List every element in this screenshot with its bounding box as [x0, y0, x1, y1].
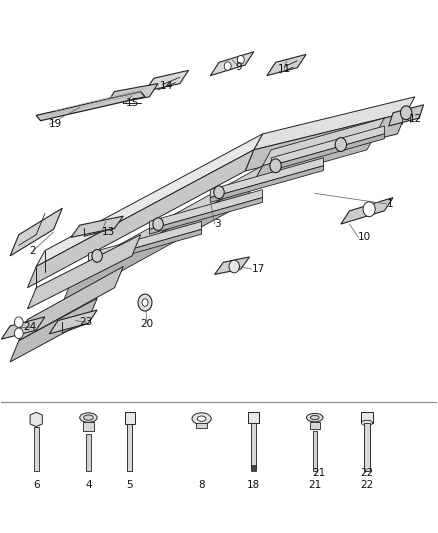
Bar: [251, 423, 256, 468]
Bar: [248, 413, 259, 423]
Text: 18: 18: [247, 480, 261, 490]
Circle shape: [335, 138, 346, 151]
Polygon shape: [36, 134, 262, 266]
Polygon shape: [271, 134, 385, 171]
Circle shape: [400, 106, 412, 119]
Polygon shape: [19, 266, 123, 341]
Bar: [124, 413, 135, 424]
Circle shape: [14, 328, 23, 338]
Bar: [34, 426, 39, 471]
Polygon shape: [210, 166, 323, 203]
Polygon shape: [1, 317, 45, 339]
Polygon shape: [267, 54, 306, 76]
Bar: [310, 422, 320, 429]
Text: 1: 1: [387, 199, 393, 209]
Polygon shape: [210, 158, 323, 198]
Text: 21: 21: [312, 469, 326, 478]
Bar: [313, 431, 317, 471]
Ellipse shape: [311, 416, 319, 419]
Bar: [251, 465, 256, 471]
Text: 17: 17: [252, 264, 265, 274]
Circle shape: [153, 217, 163, 230]
Polygon shape: [28, 235, 141, 309]
Circle shape: [138, 294, 152, 311]
Polygon shape: [254, 134, 376, 182]
Ellipse shape: [307, 414, 323, 422]
Text: 3: 3: [215, 219, 221, 229]
Circle shape: [237, 55, 244, 64]
Polygon shape: [62, 182, 254, 304]
Bar: [364, 423, 370, 471]
Bar: [361, 413, 373, 423]
Polygon shape: [245, 113, 406, 171]
Circle shape: [14, 317, 23, 327]
Polygon shape: [262, 118, 385, 166]
Text: 19: 19: [49, 119, 63, 130]
Text: 6: 6: [33, 480, 39, 490]
Circle shape: [214, 186, 224, 199]
Circle shape: [229, 260, 240, 273]
Ellipse shape: [192, 413, 211, 424]
Polygon shape: [71, 216, 123, 237]
Bar: [86, 434, 91, 471]
Polygon shape: [389, 105, 424, 126]
Polygon shape: [71, 166, 262, 282]
Circle shape: [92, 249, 102, 262]
Circle shape: [270, 159, 281, 173]
Text: 23: 23: [80, 317, 93, 327]
Text: 24: 24: [23, 322, 36, 333]
Text: 15: 15: [125, 98, 139, 108]
Ellipse shape: [197, 416, 206, 421]
Text: 20: 20: [141, 319, 154, 329]
Text: 22: 22: [360, 480, 374, 490]
Polygon shape: [88, 229, 201, 266]
Polygon shape: [149, 198, 262, 234]
Text: 12: 12: [408, 114, 421, 124]
Text: 4: 4: [85, 480, 92, 490]
Text: 13: 13: [102, 227, 115, 237]
Text: 10: 10: [358, 232, 371, 243]
Ellipse shape: [84, 415, 93, 420]
Polygon shape: [30, 413, 42, 426]
Circle shape: [224, 62, 231, 70]
Ellipse shape: [80, 413, 97, 422]
Polygon shape: [28, 150, 254, 288]
Text: 22: 22: [360, 469, 374, 478]
Text: 21: 21: [308, 480, 321, 490]
Text: 8: 8: [198, 480, 205, 490]
Text: 9: 9: [235, 62, 242, 71]
Text: 2: 2: [30, 246, 36, 256]
Polygon shape: [271, 126, 385, 166]
Polygon shape: [10, 298, 97, 362]
Bar: [83, 422, 94, 431]
Circle shape: [363, 202, 375, 216]
Polygon shape: [341, 198, 393, 224]
Polygon shape: [88, 221, 201, 261]
Polygon shape: [145, 70, 188, 92]
Polygon shape: [36, 92, 145, 120]
Polygon shape: [210, 52, 254, 76]
Polygon shape: [254, 97, 415, 150]
Polygon shape: [149, 190, 262, 229]
Polygon shape: [215, 257, 250, 274]
Circle shape: [142, 299, 148, 306]
Ellipse shape: [361, 420, 373, 425]
Polygon shape: [106, 84, 158, 105]
Polygon shape: [49, 310, 97, 334]
Bar: [127, 424, 132, 471]
Text: 5: 5: [127, 480, 133, 490]
Text: 11: 11: [278, 64, 291, 74]
Bar: [196, 423, 207, 428]
Text: 14: 14: [160, 81, 173, 91]
Polygon shape: [10, 208, 62, 256]
